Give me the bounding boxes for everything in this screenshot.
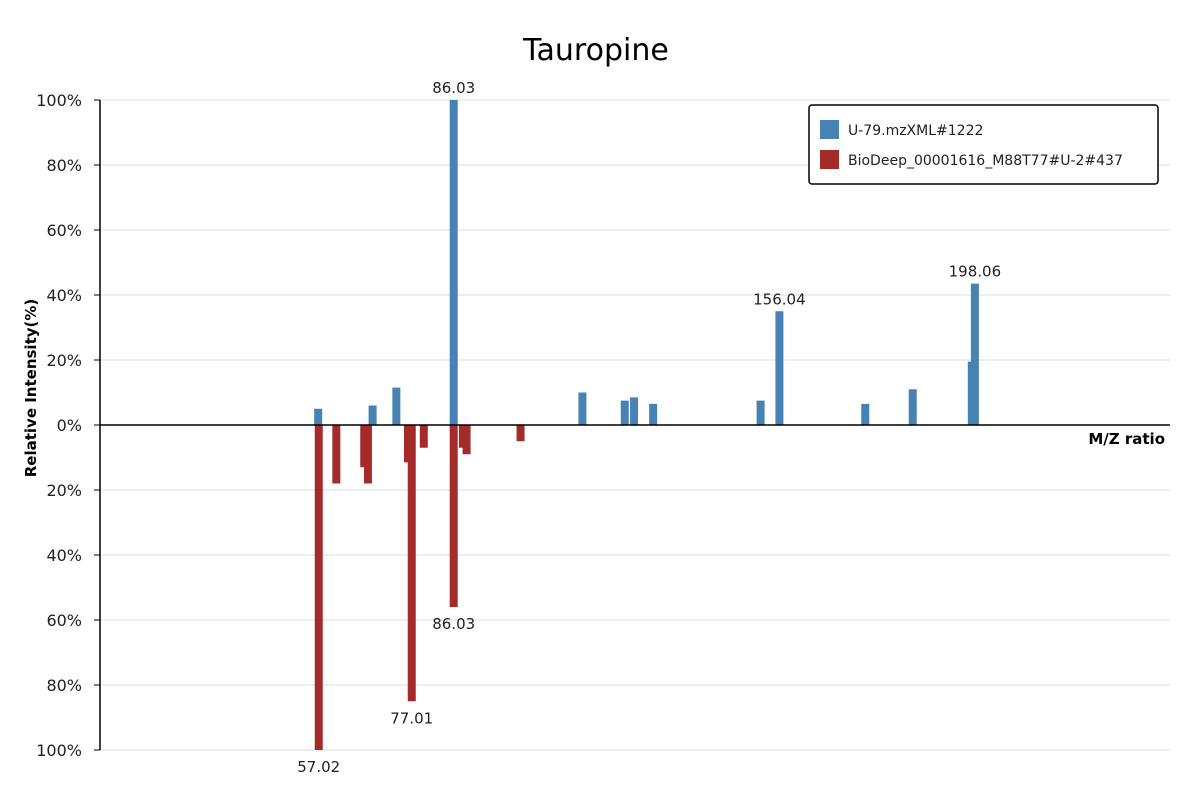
legend-box — [808, 104, 1159, 185]
reference-peak-bar — [419, 425, 428, 448]
y-axis-ticks: 100% 80% 60% 40% 20% 0% 20% 40% 60% 80% 100% — [36, 91, 100, 760]
y-tick-label: 40% — [46, 546, 82, 565]
query-peak-bar — [314, 408, 323, 425]
query-peak-bar — [756, 400, 765, 425]
y-tick-label: 20% — [46, 481, 82, 500]
query-peak-bar — [970, 283, 979, 425]
query-peak-bar — [775, 311, 784, 425]
legend-swatch-reference — [820, 150, 839, 169]
y-tick-label: 0% — [57, 416, 82, 435]
reference-peak-bar — [516, 425, 525, 442]
y-tick-label: 80% — [46, 156, 82, 175]
y-tick-label: 100% — [36, 91, 82, 110]
legend-entry-query: U-79.mzXML#1222 — [848, 123, 983, 139]
query-peak-bar — [449, 100, 458, 425]
reference-peak-bar — [449, 425, 458, 607]
legend-swatch-query — [820, 120, 839, 139]
legend-entry-reference: BioDeep_00001616_M88T77#U-2#437 — [848, 153, 1123, 169]
reference-peak-bar — [314, 425, 323, 750]
y-axis-label: Relative Intensity(%) — [22, 299, 40, 478]
query-peak-bar — [861, 403, 870, 425]
peak-labels: 86.03 156.04 198.06 57.02 77.01 86.03 — [297, 79, 1001, 776]
query-peak-bar — [908, 389, 917, 425]
reference-peak-label: 77.01 — [390, 709, 433, 727]
axes — [99, 100, 1170, 750]
query-peak-bar — [578, 392, 587, 425]
query-peak-label: 156.04 — [753, 290, 806, 308]
query-peak-label: 86.03 — [432, 79, 475, 97]
y-tick-label: 100% — [36, 741, 82, 760]
y-tick-label: 60% — [46, 221, 82, 240]
query-peak-bar — [368, 405, 377, 425]
reference-peak-label: 57.02 — [297, 758, 340, 776]
reference-peak-bar — [332, 425, 341, 484]
grid-lines — [100, 99, 1170, 751]
query-peak-bar — [649, 403, 658, 425]
y-tick-label: 80% — [46, 676, 82, 695]
chart-title: Tauropine — [522, 33, 669, 68]
query-peak-bar — [630, 397, 639, 425]
y-tick-label: 60% — [46, 611, 82, 630]
y-tick-label: 20% — [46, 351, 82, 370]
bars — [314, 100, 979, 750]
reference-peak-label: 86.03 — [432, 615, 475, 633]
x-axis-label: M/Z ratio — [1088, 430, 1165, 448]
query-peak-bar — [392, 387, 401, 425]
reference-peak-bar — [363, 425, 372, 484]
query-peak-bar — [620, 400, 629, 425]
query-peak-label: 198.06 — [949, 263, 1002, 281]
legend: U-79.mzXML#1222 BioDeep_00001616_M88T77#… — [808, 104, 1159, 185]
reference-peak-bar — [462, 425, 471, 455]
y-tick-label: 40% — [46, 286, 82, 305]
reference-peak-bar — [407, 425, 416, 702]
